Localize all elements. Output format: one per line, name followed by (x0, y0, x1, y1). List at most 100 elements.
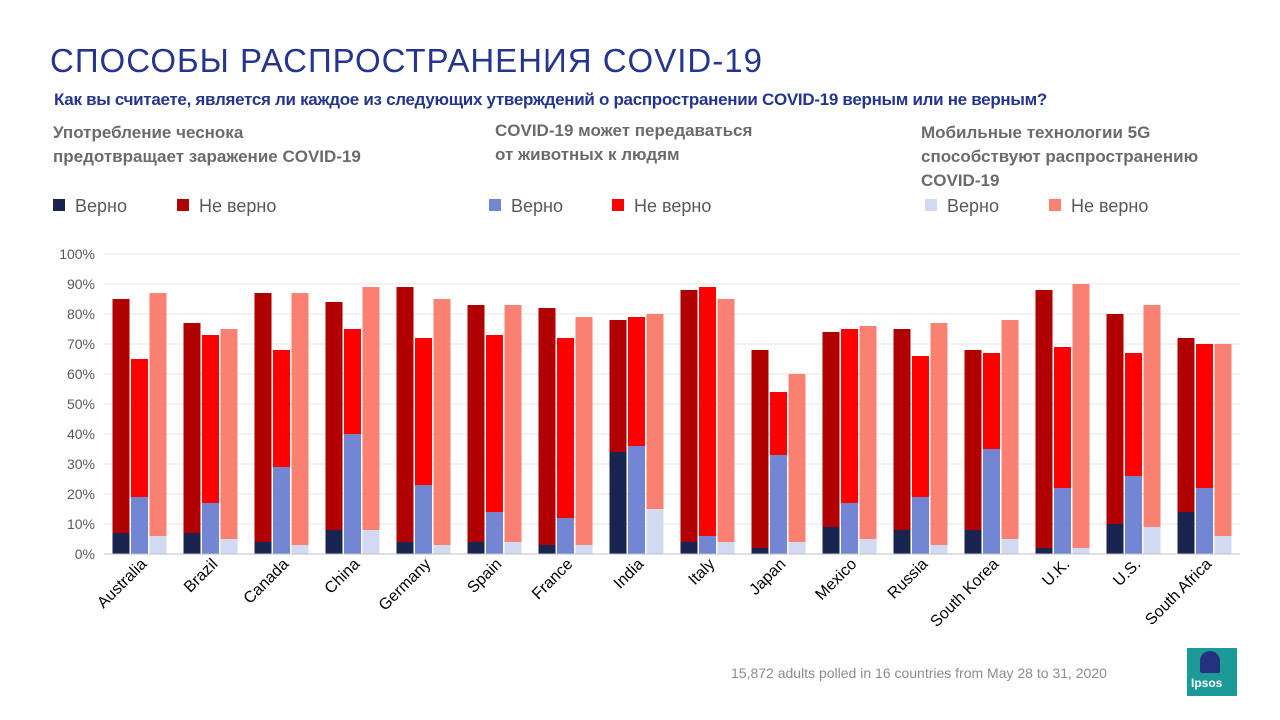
bar-false-g1 (1106, 314, 1124, 524)
bar-true-g1 (680, 542, 698, 554)
bar-false-g2 (841, 329, 858, 503)
chart-title: СПОСОБЫ РАСПРОСТРАНЕНИЯ COVID-19 (50, 42, 763, 79)
legend-garlic-true: Верно (53, 196, 127, 217)
legend-label: Не верно (199, 196, 277, 216)
legend-label: Верно (947, 196, 999, 216)
bar-true-g1 (396, 542, 414, 554)
bar-false-g1 (538, 308, 556, 545)
bar-true-g3 (717, 542, 735, 554)
bar-false-g1 (680, 290, 698, 542)
bar-false-g1 (112, 299, 130, 533)
bar-false-g3 (504, 305, 522, 542)
bar-true-g1 (112, 533, 130, 554)
bar-false-g1 (609, 320, 627, 452)
x-tick-label: Germany (376, 556, 435, 615)
bar-false-g2 (131, 359, 148, 497)
logo-mark-icon (1200, 651, 1220, 673)
bar-false-g3 (291, 293, 309, 545)
bar-false-g2 (415, 338, 432, 485)
y-tick-label: 60% (67, 366, 95, 382)
ipsos-logo: Ipsos (1187, 648, 1237, 696)
legend-5g-true: Верно (925, 196, 999, 217)
bar-false-g3 (433, 299, 451, 545)
bar-false-g2 (912, 356, 929, 497)
x-tick-label: South Korea (927, 556, 1002, 631)
bar-true-g1 (538, 545, 556, 554)
legend-garlic-false: Не верно (177, 196, 276, 217)
bar-false-g2 (202, 335, 219, 503)
x-tick-label: India (611, 556, 648, 593)
bar-true-g1 (467, 542, 485, 554)
bar-false-g1 (893, 329, 911, 530)
bar-true-g2 (912, 497, 929, 554)
legend-label: Не верно (1071, 196, 1149, 216)
bar-true-g3 (646, 509, 664, 554)
legend-5g-false: Не верно (1049, 196, 1148, 217)
bar-true-g1 (1106, 524, 1124, 554)
footer-note: 15,872 adults polled in 16 countries fro… (731, 665, 1107, 681)
bar-false-g1 (1177, 338, 1195, 512)
bar-true-g2 (1196, 488, 1213, 554)
bar-true-g3 (859, 539, 877, 554)
bar-true-g1 (1035, 548, 1053, 554)
legend-animals-false: Не верно (612, 196, 711, 217)
x-tick-label: U.S. (1110, 556, 1144, 590)
bar-true-g2 (131, 497, 148, 554)
bar-false-g2 (1125, 353, 1142, 476)
bar-false-g2 (557, 338, 574, 518)
legend-swatch (1049, 199, 1061, 212)
bar-false-g2 (344, 329, 361, 434)
bar-false-g2 (273, 350, 290, 467)
bar-true-g1 (893, 530, 911, 554)
bar-false-g3 (575, 317, 593, 545)
statement-5g: Мобильные технологии 5G способствуют рас… (921, 123, 1199, 190)
bar-false-g1 (325, 302, 343, 530)
x-tick-label: Japan (746, 556, 789, 599)
statement-garlic: Употребление чеснока предотвращает зараж… (53, 123, 361, 166)
bar-true-g2 (841, 503, 858, 554)
bar-false-g2 (486, 335, 503, 512)
legend-label: Верно (511, 196, 563, 216)
y-tick-label: 0% (75, 546, 95, 562)
bar-false-g3 (788, 374, 806, 542)
bar-true-g1 (254, 542, 272, 554)
bar-false-g1 (396, 287, 414, 542)
bar-false-g1 (467, 305, 485, 542)
bar-false-g2 (699, 287, 716, 536)
bar-true-g3 (930, 545, 948, 554)
bar-false-g1 (964, 350, 982, 530)
x-tick-label: Italy (686, 556, 719, 589)
logo-text: Ipsos (1191, 676, 1223, 690)
bar-true-g3 (1143, 527, 1161, 554)
legend-swatch (925, 199, 937, 212)
bar-true-g3 (575, 545, 593, 554)
bar-false-g3 (362, 287, 380, 530)
bar-false-g3 (1214, 344, 1232, 536)
bar-true-g1 (822, 527, 840, 554)
legend-swatch (612, 199, 624, 212)
x-tick-label: France (529, 556, 576, 603)
bar-true-g2 (486, 512, 503, 554)
x-tick-label: Canada (241, 556, 293, 608)
bar-true-g2 (770, 455, 787, 554)
y-tick-label: 20% (67, 486, 95, 502)
bar-true-g1 (183, 533, 201, 554)
x-tick-label: U.K. (1039, 556, 1073, 590)
bar-true-g3 (362, 530, 380, 554)
bar-true-g3 (504, 542, 522, 554)
legend-label: Верно (75, 196, 127, 216)
y-tick-label: 30% (67, 456, 95, 472)
bar-true-g2 (1125, 476, 1142, 554)
bar-false-g3 (646, 314, 664, 509)
bar-true-g1 (1177, 512, 1195, 554)
bar-true-g3 (220, 539, 238, 554)
bar-true-g1 (964, 530, 982, 554)
bar-false-g3 (859, 326, 877, 539)
bar-false-g3 (1001, 320, 1019, 539)
bar-true-g2 (202, 503, 219, 554)
survey-question: Как вы считаете, является ли каждое из с… (54, 90, 1047, 109)
bar-true-g2 (983, 449, 1000, 554)
bar-true-g3 (149, 536, 167, 554)
bar-true-g3 (1214, 536, 1232, 554)
